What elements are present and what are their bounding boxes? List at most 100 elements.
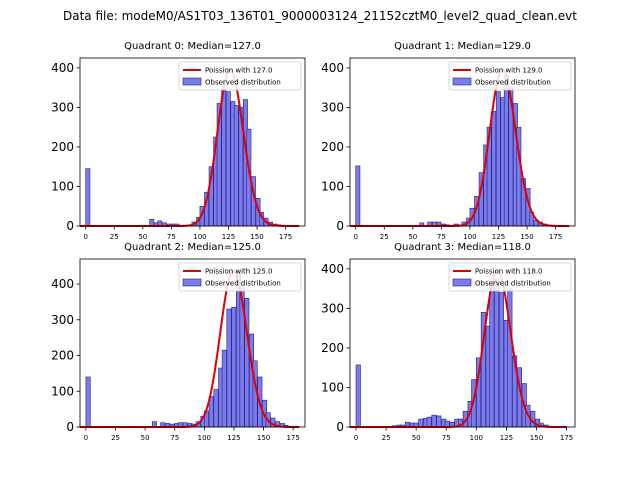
x-tick-label: 50 xyxy=(412,434,421,442)
legend: Poission with 125.0 Observed distribution xyxy=(178,262,302,292)
legend-bar-swatch xyxy=(452,278,472,287)
legend-bar-swatch xyxy=(182,77,202,86)
histogram-bar xyxy=(355,364,361,428)
y-tick-label: 400 xyxy=(51,277,74,291)
y-tick-label: 300 xyxy=(51,313,74,327)
x-tick-label: 75 xyxy=(167,233,176,241)
y-tick-label: 300 xyxy=(51,100,74,114)
y-tick-label: 0 xyxy=(66,420,74,434)
histogram-bar xyxy=(225,91,231,227)
y-tick-label: 300 xyxy=(321,100,344,114)
x-tick-label: 50 xyxy=(141,434,150,442)
histogram-bar xyxy=(498,292,504,428)
subplot-quadrant-1: Quadrant 1: Median=129.0 0 100 200 300 400 0 25… xyxy=(321,41,576,241)
x-tick-label: 100 xyxy=(193,233,206,241)
x-tick-label: 150 xyxy=(250,233,263,241)
histogram-bar xyxy=(431,414,437,428)
histogram-bar xyxy=(436,415,442,428)
x-tick-label: 175 xyxy=(549,233,562,241)
legend: Poission with 129.0 Observed distribution xyxy=(448,61,572,91)
x-tick-label: 75 xyxy=(442,434,451,442)
legend-bar-swatch xyxy=(452,77,472,86)
histogram-bar xyxy=(85,376,91,428)
legend-bar-label: Observed distribution xyxy=(475,79,551,87)
y-tick-label: 400 xyxy=(321,262,344,276)
x-tick-label: 50 xyxy=(408,233,417,241)
histogram-bar xyxy=(494,278,500,428)
x-tick-label: 25 xyxy=(380,233,389,241)
histogram-bar xyxy=(149,218,155,227)
histogram-bar xyxy=(85,168,91,227)
histogram-bar xyxy=(233,105,239,227)
x-tick-label: 100 xyxy=(198,434,211,442)
legend: Poission with 118.0 Observed distribution xyxy=(448,262,572,292)
subplot-quadrant-0: Quadrant 0: Median=127.0 0 100 200 300 400 0 25… xyxy=(51,41,306,241)
panel-title: Quadrant 3: Median=118.0 xyxy=(394,242,531,253)
x-tick-label: 150 xyxy=(257,434,270,442)
histogram-bar xyxy=(489,284,495,428)
y-tick-label: 200 xyxy=(321,341,344,355)
legend-bar-label: Observed distribution xyxy=(475,280,551,288)
x-tick-label: 175 xyxy=(560,434,573,442)
legend-line-label: Poission with 127.0 xyxy=(205,67,273,75)
x-tick-label: 125 xyxy=(500,434,513,442)
x-tick-label: 75 xyxy=(170,434,179,442)
subplot-quadrant-2: Quadrant 2: Median=125.0 0 100 200 300 400 0 25… xyxy=(51,242,306,442)
axes-frame xyxy=(79,57,306,227)
histogram-bar xyxy=(491,111,497,227)
histogram-bar xyxy=(213,389,219,428)
y-tick-label: 100 xyxy=(51,179,74,193)
y-tick-label: 200 xyxy=(321,140,344,154)
x-tick-label: 0 xyxy=(353,233,357,241)
x-tick-label: 125 xyxy=(227,434,240,442)
histogram-bar xyxy=(226,308,232,428)
legend-bar-swatch xyxy=(182,278,202,287)
histogram-bar xyxy=(221,89,227,227)
y-tick-label: 0 xyxy=(336,219,344,233)
subplot-quadrant-3: Quadrant 3: Median=118.0 0 100 200 300 400 0 25… xyxy=(321,242,576,442)
axes-frame xyxy=(349,258,576,428)
x-tick-label: 150 xyxy=(520,233,533,241)
poisson-curve xyxy=(350,269,567,428)
x-tick-label: 100 xyxy=(463,233,476,241)
legend-bar-label: Observed distribution xyxy=(205,79,281,87)
legend-box xyxy=(178,262,302,292)
x-tick-label: 125 xyxy=(492,233,505,241)
axes-frame xyxy=(349,57,576,227)
legend-box xyxy=(448,262,572,292)
legend-line-label: Poission with 118.0 xyxy=(475,268,543,276)
y-tick-label: 300 xyxy=(321,301,344,315)
histogram-bar xyxy=(355,165,361,227)
x-tick-label: 50 xyxy=(138,233,147,241)
histogram-bar xyxy=(418,418,424,428)
x-tick-label: 175 xyxy=(286,434,299,442)
panel-title: Quadrant 0: Median=127.0 xyxy=(124,41,261,52)
legend-line-label: Poission with 129.0 xyxy=(475,67,543,75)
figure-suptitle: Data file: modeM0/AS1T03_136T01_90000031… xyxy=(63,9,577,23)
histogram-bar xyxy=(231,306,237,428)
x-tick-label: 100 xyxy=(470,434,483,442)
legend-box xyxy=(178,61,302,91)
x-tick-label: 25 xyxy=(110,233,119,241)
y-tick-label: 400 xyxy=(51,61,74,75)
histogram-bar xyxy=(221,349,227,428)
legend-line-label: Poission with 125.0 xyxy=(205,268,273,276)
poisson-curve xyxy=(80,68,300,227)
axes-frame xyxy=(79,258,306,428)
y-tick-label: 100 xyxy=(51,384,74,398)
histogram-bar xyxy=(503,75,509,227)
x-tick-label: 150 xyxy=(530,434,543,442)
legend-bar-label: Observed distribution xyxy=(205,280,281,288)
subplot-grid: Quadrant 0: Median=127.0 0 100 200 300 400 0 25… xyxy=(51,41,576,442)
x-tick-label: 175 xyxy=(279,233,292,241)
x-tick-label: 125 xyxy=(222,233,235,241)
x-tick-label: 25 xyxy=(111,434,120,442)
y-tick-label: 0 xyxy=(336,420,344,434)
x-tick-label: 75 xyxy=(437,233,446,241)
panel-title: Quadrant 1: Median=129.0 xyxy=(394,41,531,52)
x-tick-label: 0 xyxy=(83,233,87,241)
y-tick-label: 100 xyxy=(321,380,344,394)
y-tick-label: 200 xyxy=(51,140,74,154)
x-tick-label: 0 xyxy=(84,434,88,442)
